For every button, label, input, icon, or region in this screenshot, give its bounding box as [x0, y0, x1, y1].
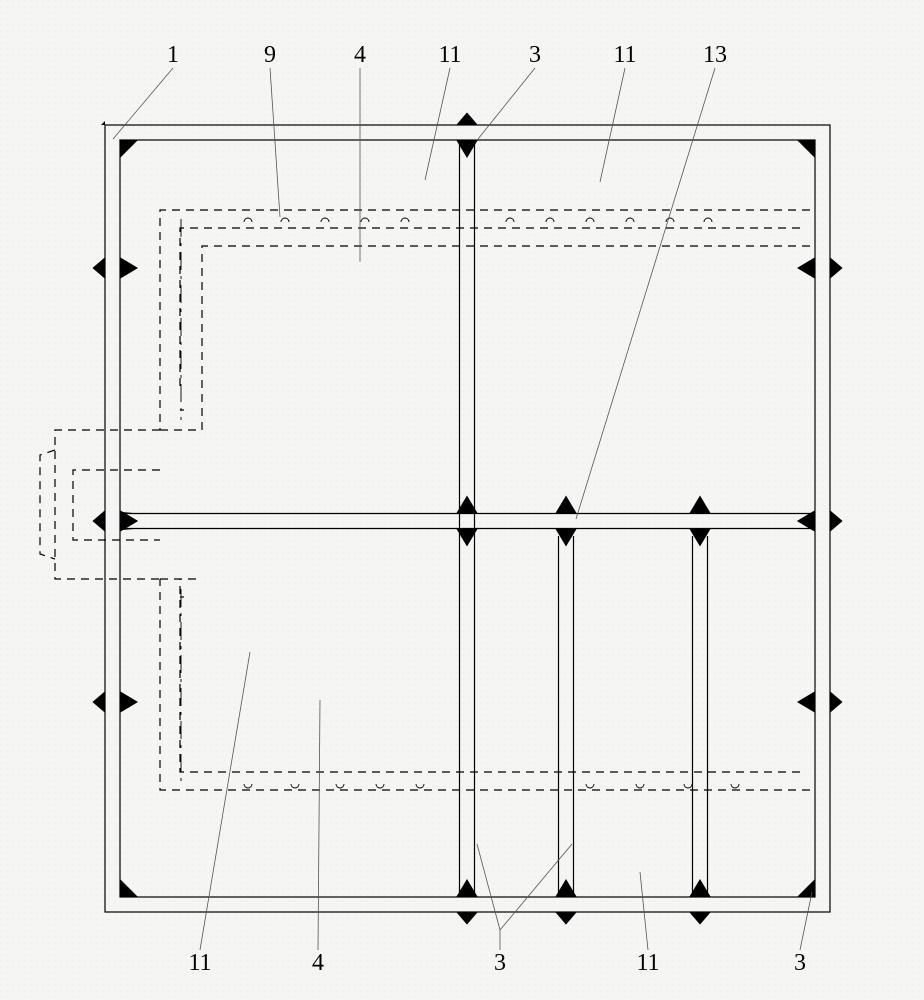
svg-text:1: 1	[167, 42, 179, 68]
svg-text:4: 4	[312, 950, 324, 976]
svg-text:3: 3	[529, 42, 541, 68]
svg-text:4: 4	[354, 42, 366, 68]
svg-text:3: 3	[794, 950, 806, 976]
svg-text:9: 9	[264, 42, 276, 68]
svg-text:11: 11	[438, 42, 461, 68]
svg-text:11: 11	[636, 950, 659, 976]
svg-text:11: 11	[188, 950, 211, 976]
svg-text:11: 11	[613, 42, 636, 68]
technical-diagram-svg: 1 9 4 11 3 11 13 11 4 3 11 3	[0, 0, 924, 1000]
svg-text:3: 3	[494, 950, 506, 976]
svg-text:13: 13	[703, 42, 727, 68]
